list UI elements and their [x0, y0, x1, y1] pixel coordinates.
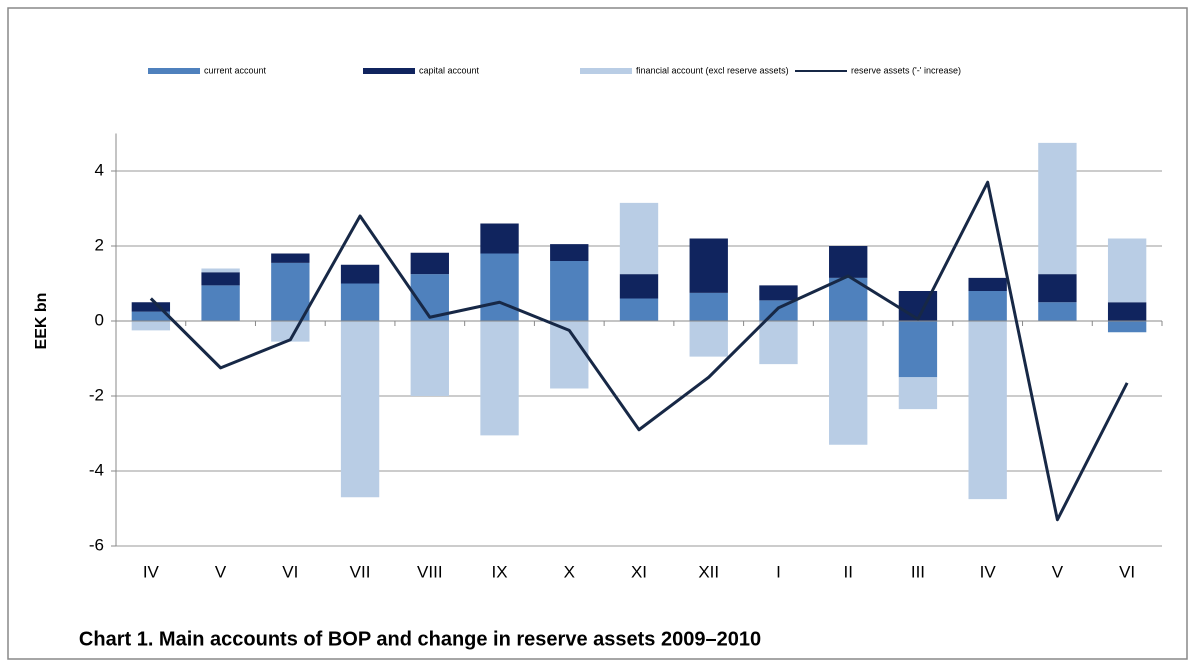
- bar: [201, 285, 240, 321]
- bar: [689, 292, 728, 321]
- line: [149, 180, 1129, 522]
- bar: [1107, 238, 1147, 303]
- legend-label: current account: [204, 65, 267, 75]
- x-tick-label: V: [1052, 562, 1064, 581]
- bar: [550, 244, 589, 261]
- bar: [1038, 302, 1077, 321]
- bar: [898, 321, 938, 378]
- bar: [201, 272, 240, 286]
- bar: [968, 277, 1007, 291]
- legend-swatch: [580, 68, 632, 74]
- bar: [550, 261, 589, 321]
- bar: [689, 321, 728, 357]
- x-tick-label: VI: [282, 562, 298, 581]
- x-tick-label: I: [776, 562, 781, 581]
- bar: [480, 321, 519, 436]
- bar: [1038, 274, 1077, 303]
- bar: [131, 311, 171, 321]
- bar: [619, 274, 659, 299]
- bar: [759, 285, 798, 301]
- x-tick-label: III: [911, 562, 925, 581]
- bar: [968, 321, 1007, 500]
- bar: [410, 252, 449, 275]
- bar: [619, 202, 659, 275]
- bar: [1107, 321, 1147, 333]
- legend-label: capital account: [419, 65, 480, 75]
- bar: [829, 246, 868, 278]
- y-tick-label: -4: [89, 460, 104, 479]
- x-tick-label: XI: [631, 562, 647, 581]
- x-tick-label: IX: [492, 562, 508, 581]
- bar: [1107, 302, 1147, 321]
- bar: [1038, 142, 1077, 275]
- bar: [271, 253, 310, 263]
- bar: [759, 300, 798, 321]
- x-tick-label: VI: [1119, 562, 1135, 581]
- bar: [619, 298, 659, 321]
- y-axis-label: EEK bn: [33, 293, 50, 350]
- x-tick-label: II: [843, 562, 852, 581]
- bar: [898, 377, 938, 410]
- legend-swatch: [148, 68, 200, 74]
- bar: [201, 268, 240, 273]
- bar: [410, 321, 449, 396]
- bar: [968, 291, 1007, 321]
- y-tick-label: 2: [95, 235, 104, 254]
- y-tick-label: -6: [89, 535, 104, 554]
- legend-label: reserve assets ('-' increase): [851, 65, 961, 75]
- legend-label: financial account (excl reserve assets): [636, 65, 789, 75]
- chart-title: Chart 1. Main accounts of BOP and change…: [79, 628, 761, 650]
- x-tick-label: IV: [143, 562, 160, 581]
- bar: [480, 253, 519, 321]
- x-tick-label: V: [215, 562, 227, 581]
- x-tick-label: VII: [350, 562, 371, 581]
- bar: [131, 321, 171, 331]
- bar: [271, 321, 310, 342]
- bar: [480, 223, 519, 254]
- y-tick-label: -2: [89, 385, 104, 404]
- bar: [759, 321, 798, 365]
- x-tick-label: XII: [698, 562, 719, 581]
- y-tick-label: 4: [95, 160, 104, 179]
- bar: [340, 283, 380, 321]
- bar: [689, 238, 728, 293]
- bar: [829, 321, 868, 445]
- bar: [340, 264, 380, 284]
- legend-swatch: [363, 68, 415, 74]
- bar: [131, 302, 171, 312]
- y-tick-label: 0: [95, 310, 104, 329]
- bar: [271, 262, 310, 321]
- bar: [340, 321, 380, 498]
- x-tick-label: IV: [980, 562, 997, 581]
- x-tick-label: VIII: [417, 562, 443, 581]
- x-tick-label: X: [564, 562, 575, 581]
